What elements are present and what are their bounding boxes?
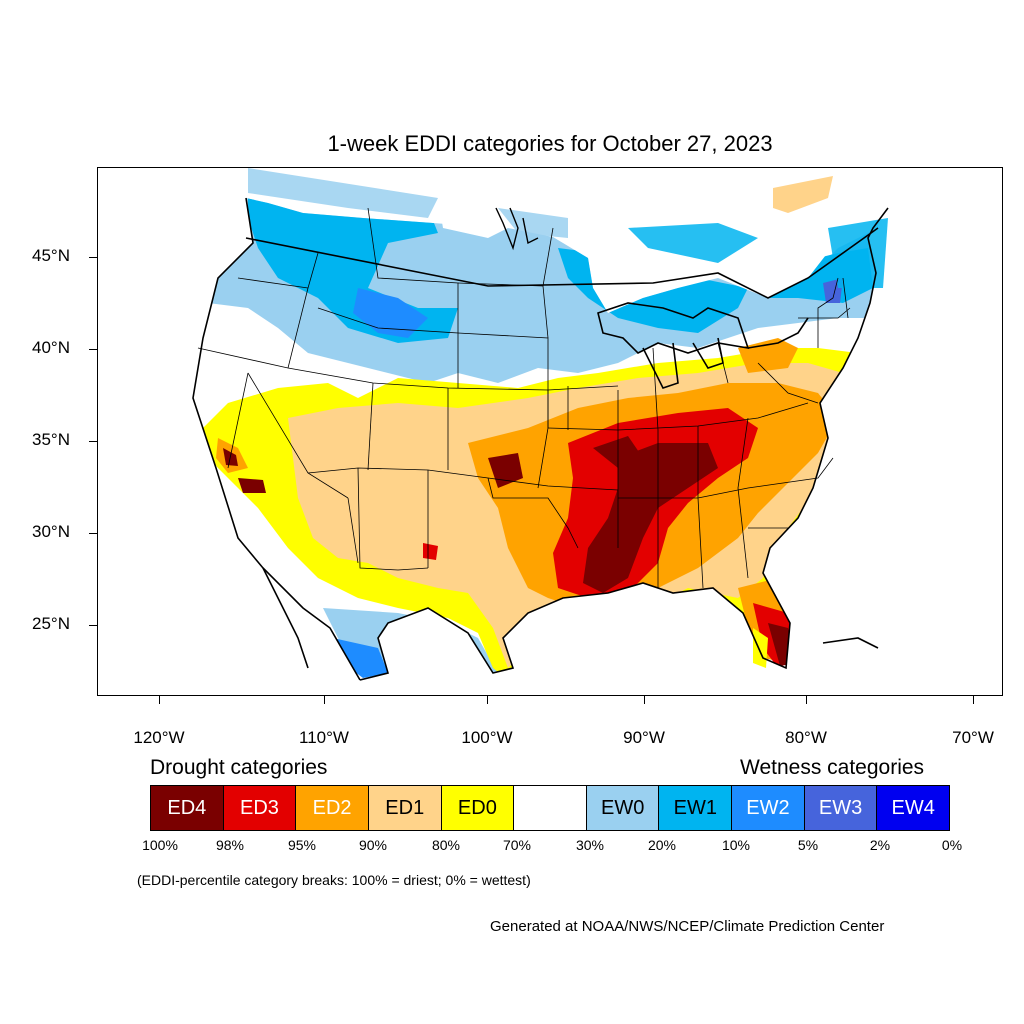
- lat-label-30: 30°N: [32, 522, 70, 541]
- state-borders: [197, 207, 851, 589]
- break-label: 10%: [721, 837, 751, 853]
- legend-ed3: ED3: [223, 786, 297, 830]
- eddi-map: [192, 168, 889, 681]
- map-area: [97, 167, 1003, 696]
- legend-ew0: EW0: [586, 786, 660, 830]
- drought-heading: Drought categories: [150, 756, 328, 779]
- legend-ed0: ED0: [441, 786, 515, 830]
- break-label: 20%: [647, 837, 677, 853]
- lon-label-80: 80°W: [785, 728, 827, 747]
- lat-label-45: 45°N: [32, 246, 70, 265]
- canada-patch: [773, 176, 833, 213]
- wetness-heading: Wetness categories: [740, 756, 925, 779]
- lat-label-25: 25°N: [32, 614, 70, 633]
- legend-neutral: [514, 786, 587, 830]
- legend-ed4: ED4: [151, 786, 224, 830]
- lon-label-120: 120°W: [133, 728, 185, 747]
- coastlines: [192, 197, 889, 681]
- lon-label-110: 110°W: [299, 728, 349, 747]
- legend-ew2: EW2: [732, 786, 805, 830]
- break-label: 90%: [358, 837, 388, 853]
- category-legend: ED4 ED3 ED2 ED1 ED0 EW0 EW1 EW2 EW3 EW4: [150, 785, 950, 831]
- credit-line: Generated at NOAA/NWS/NCEP/Climate Predi…: [490, 918, 885, 935]
- lon-label-70: 70°W: [952, 728, 994, 747]
- map-title: 1-week EDDI categories for October 27, 2…: [327, 131, 773, 156]
- break-label: 70%: [502, 837, 532, 853]
- lon-label-90: 90°W: [623, 728, 665, 747]
- legend-ed1: ED1: [368, 786, 442, 830]
- legend-ew1: EW1: [659, 786, 733, 830]
- break-label: 2%: [869, 837, 891, 853]
- break-label: 95%: [287, 837, 317, 853]
- break-label: 80%: [431, 837, 461, 853]
- break-label: 30%: [575, 837, 605, 853]
- break-label: 5%: [797, 837, 819, 853]
- lat-label-35: 35°N: [32, 430, 70, 449]
- lon-label-100: 100°W: [461, 728, 513, 747]
- break-label: 0%: [941, 837, 963, 853]
- category-note: (EDDI-percentile category breaks: 100% =…: [137, 872, 531, 888]
- legend-ew3: EW3: [804, 786, 878, 830]
- lat-label-40: 40°N: [32, 338, 70, 357]
- break-label: 100%: [142, 837, 178, 853]
- break-label: 98%: [215, 837, 245, 853]
- legend-ed2: ED2: [296, 786, 369, 830]
- legend-ew4: EW4: [877, 786, 950, 830]
